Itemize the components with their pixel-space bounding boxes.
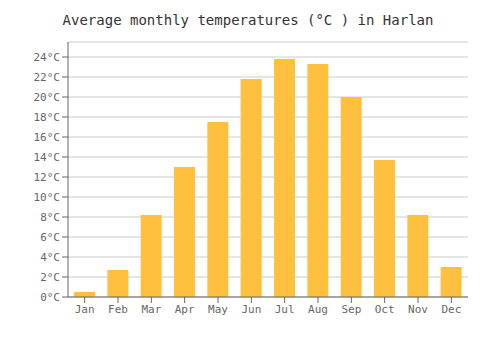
- svg-text:Aug: Aug: [308, 303, 328, 316]
- svg-text:Mar: Mar: [141, 303, 161, 316]
- svg-text:Jul: Jul: [275, 303, 295, 316]
- svg-text:16°C: 16°C: [34, 131, 61, 144]
- svg-text:6°C: 6°C: [40, 231, 60, 244]
- svg-text:0°C: 0°C: [40, 291, 60, 304]
- html-text:Average monthly temperatures (: Average monthly temperatures (°C ) in Ha…: [62, 12, 434, 28]
- svg-text:Oct: Oct: [375, 303, 395, 316]
- svg-text:Nov: Nov: [408, 303, 428, 316]
- svg-text:10°C: 10°C: [34, 191, 61, 204]
- svg-text:4°C: 4°C: [40, 251, 60, 264]
- svg-text:Feb: Feb: [108, 303, 128, 316]
- svg-text:Dec: Dec: [441, 303, 461, 316]
- svg-text:20°C: 20°C: [34, 91, 61, 104]
- svg-text:2°C: 2°C: [40, 271, 60, 284]
- svg-text:22°C: 22°C: [34, 71, 61, 84]
- svg-text:14°C: 14°C: [34, 151, 61, 164]
- svg-text:18°C: 18°C: [34, 111, 61, 124]
- svg-text:Sep: Sep: [341, 303, 361, 316]
- svg-text:12°C: 12°C: [34, 171, 61, 184]
- svg-text:Apr: Apr: [175, 303, 195, 316]
- svg-text:May: May: [208, 303, 228, 316]
- svg-text:Jun: Jun: [241, 303, 261, 316]
- svg-text:8°C: 8°C: [40, 211, 60, 224]
- svg-text:Jan: Jan: [75, 303, 95, 316]
- svg-text:24°C: 24°C: [34, 51, 61, 64]
